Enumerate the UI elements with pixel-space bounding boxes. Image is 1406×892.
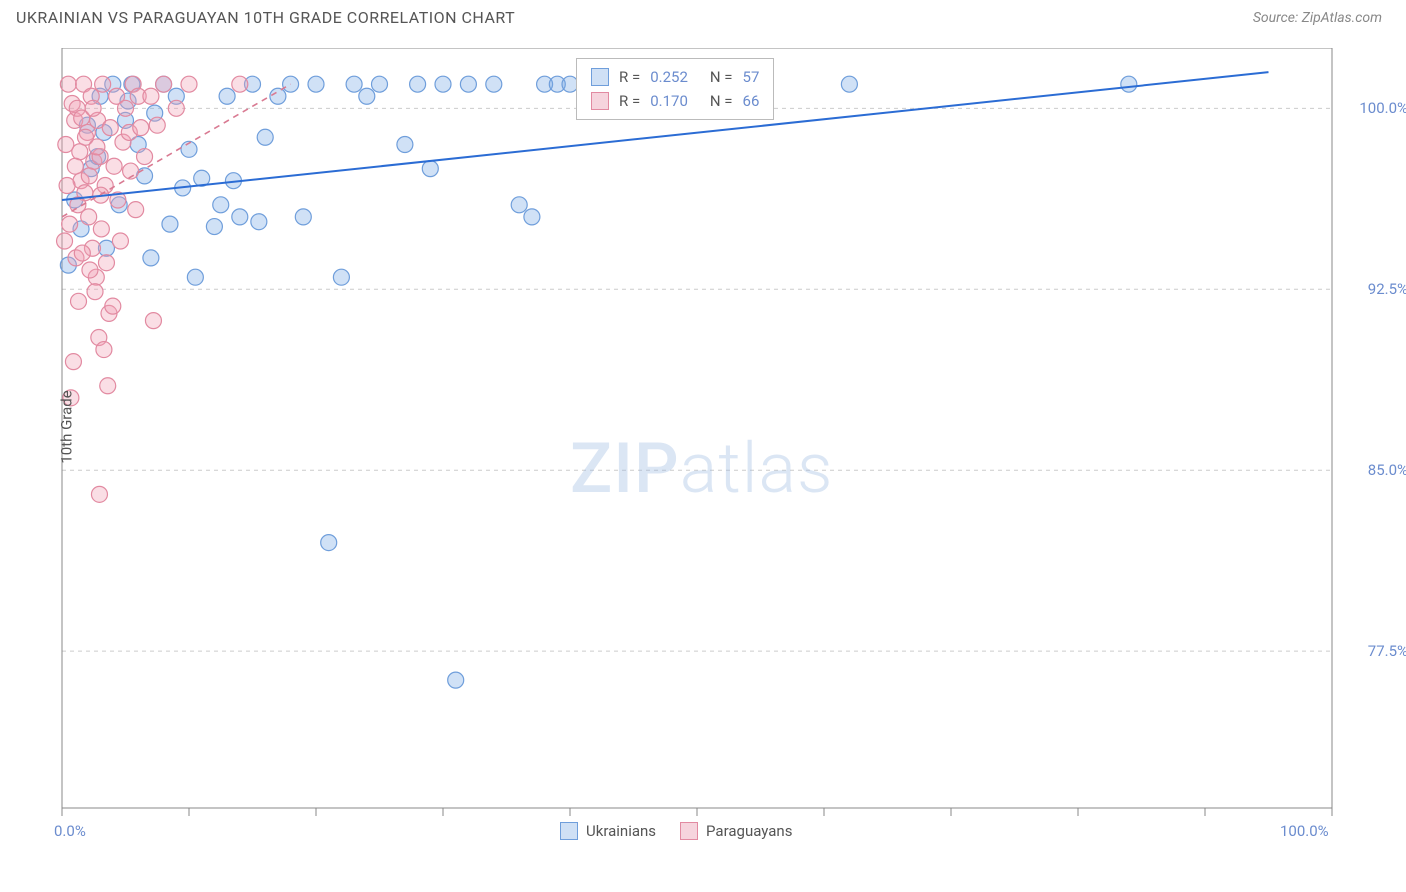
- data-point: [85, 100, 101, 116]
- data-point: [137, 149, 153, 165]
- x-tick-label: 100.0%: [1280, 822, 1329, 840]
- legend-label: Paraguayans: [706, 822, 792, 840]
- data-point: [372, 76, 388, 92]
- r-label: R =: [619, 89, 640, 113]
- legend-label: Ukrainians: [586, 822, 656, 840]
- legend-swatch: [560, 822, 578, 840]
- n-label: N =: [710, 65, 733, 89]
- data-point: [100, 378, 116, 394]
- data-point: [251, 214, 267, 230]
- data-point: [841, 76, 857, 92]
- scatter-plot: [50, 48, 1392, 848]
- data-point: [98, 255, 114, 271]
- data-point: [270, 88, 286, 104]
- data-point: [105, 298, 121, 314]
- data-point: [333, 269, 349, 285]
- data-point: [82, 262, 98, 278]
- correlation-legend: R = 0.252 N = 57 R = 0.170 N = 66: [576, 58, 774, 120]
- data-point: [346, 76, 362, 92]
- chart-container: 10th Grade R =0.252N =57R =0.170N =66 ZI…: [50, 48, 1390, 838]
- data-point: [112, 233, 128, 249]
- legend-item: Paraguayans: [680, 822, 792, 840]
- r-label: R =: [619, 65, 640, 89]
- data-point: [1121, 76, 1137, 92]
- legend-item: Ukrainians: [560, 822, 656, 840]
- data-point: [213, 197, 229, 213]
- n-value: 66: [743, 89, 760, 113]
- data-point: [524, 209, 540, 225]
- data-point: [57, 233, 73, 249]
- r-value: 0.170: [650, 89, 688, 113]
- data-point: [60, 76, 76, 92]
- data-point: [95, 76, 111, 92]
- y-tick-label: 100.0%: [1338, 99, 1406, 117]
- data-point: [58, 137, 74, 153]
- data-point: [96, 342, 112, 358]
- data-point: [128, 202, 144, 218]
- chart-title: UKRAINIAN VS PARAGUAYAN 10TH GRADE CORRE…: [16, 8, 515, 27]
- data-point: [486, 76, 502, 92]
- r-value: 0.252: [650, 65, 688, 89]
- n-value: 57: [743, 65, 760, 89]
- data-point: [59, 178, 75, 194]
- data-point: [133, 120, 149, 136]
- data-point: [93, 221, 109, 237]
- chart-source: Source: ZipAtlas.com: [1253, 10, 1382, 26]
- data-point: [511, 197, 527, 213]
- data-point: [187, 269, 203, 285]
- data-point: [359, 88, 375, 104]
- n-label: N =: [710, 89, 733, 113]
- data-point: [81, 168, 97, 184]
- y-tick-label: 92.5%: [1338, 280, 1406, 298]
- data-point: [65, 354, 81, 370]
- data-point: [87, 284, 103, 300]
- data-point: [89, 139, 105, 155]
- data-point: [62, 216, 78, 232]
- data-point: [106, 158, 122, 174]
- data-point: [71, 293, 87, 309]
- data-point: [91, 486, 107, 502]
- data-point: [149, 117, 165, 133]
- data-point: [321, 535, 337, 551]
- data-point: [397, 137, 413, 153]
- legend-swatch: [591, 92, 609, 110]
- data-point: [257, 129, 273, 145]
- data-point: [162, 216, 178, 232]
- data-point: [410, 76, 426, 92]
- chart-header: UKRAINIAN VS PARAGUAYAN 10TH GRADE CORRE…: [0, 0, 1406, 31]
- legend-swatch: [680, 822, 698, 840]
- legend-row: R = 0.170 N = 66: [591, 89, 759, 113]
- data-point: [143, 250, 159, 266]
- series-legend: Ukrainians Paraguayans: [560, 822, 792, 840]
- data-point: [232, 209, 248, 225]
- data-point: [102, 120, 118, 136]
- data-point: [168, 100, 184, 116]
- data-point: [206, 219, 222, 235]
- data-point: [422, 161, 438, 177]
- data-point: [156, 76, 172, 92]
- data-point: [181, 76, 197, 92]
- data-point: [143, 88, 159, 104]
- data-point: [448, 672, 464, 688]
- y-tick-label: 77.5%: [1338, 642, 1406, 660]
- x-tick-label: 0.0%: [54, 822, 86, 840]
- data-point: [219, 88, 235, 104]
- y-axis-label: 10th Grade: [58, 390, 76, 463]
- data-point: [67, 158, 83, 174]
- data-point: [308, 76, 324, 92]
- data-point: [145, 313, 161, 329]
- data-point: [460, 76, 476, 92]
- y-tick-label: 85.0%: [1338, 461, 1406, 479]
- data-point: [232, 76, 248, 92]
- data-point: [435, 76, 451, 92]
- data-point: [118, 100, 134, 116]
- data-point: [295, 209, 311, 225]
- data-point: [74, 245, 90, 261]
- legend-row: R = 0.252 N = 57: [591, 65, 759, 89]
- legend-swatch: [591, 68, 609, 86]
